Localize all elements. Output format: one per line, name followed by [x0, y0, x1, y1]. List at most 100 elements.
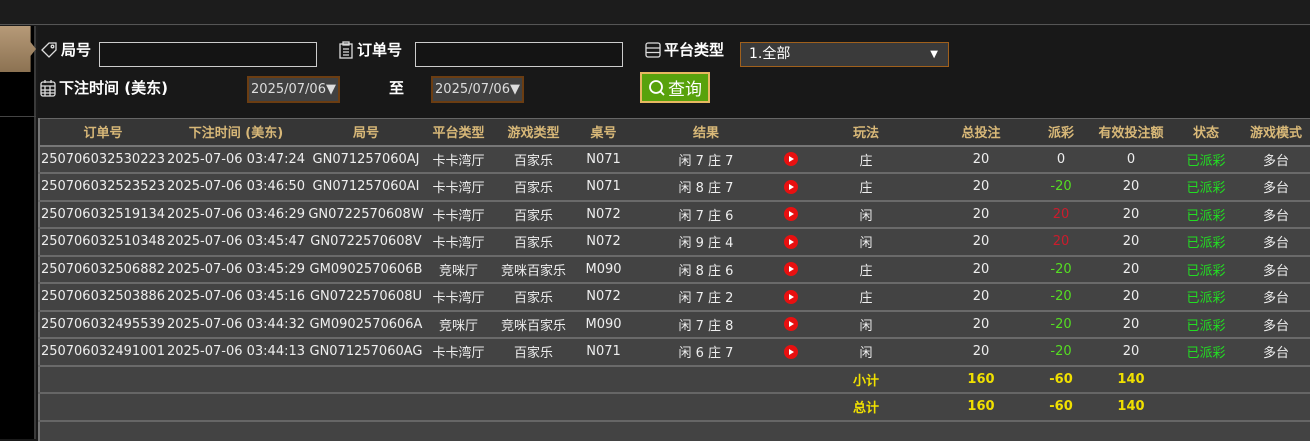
cell-total-bet: 20	[931, 200, 1031, 229]
column-header: 订单号	[39, 118, 166, 147]
empty-cell	[576, 365, 631, 394]
empty-cell	[576, 393, 631, 422]
empty-cell	[166, 393, 306, 422]
cell-table: M090	[576, 310, 631, 339]
cell-result: 闲 7 庄 6	[631, 200, 781, 229]
play-video-icon[interactable]	[784, 344, 798, 359]
cell-bet-type: 闲	[801, 228, 931, 257]
cell-round: GN0722570608V	[306, 228, 426, 257]
cell-bet-type: 闲	[801, 200, 931, 229]
cell-time: 2025-07-06 03:44:13	[166, 338, 306, 367]
column-header: 玩法	[801, 118, 931, 147]
to-label: 至	[389, 79, 405, 97]
cell-total-bet: 20	[931, 145, 1031, 174]
empty-cell	[781, 365, 801, 394]
cell-game: 百家乐	[491, 228, 576, 257]
empty-cell	[39, 393, 166, 422]
empty-cell	[491, 365, 576, 394]
cell-game: 百家乐	[491, 145, 576, 174]
cell-game: 竞咪百家乐	[491, 255, 576, 284]
cell-payout: -20	[1031, 338, 1091, 367]
query-button[interactable]: 查询	[640, 72, 710, 103]
clipboard-icon	[339, 40, 353, 59]
cell-mode: 多台	[1241, 200, 1310, 229]
cell-game: 百家乐	[491, 200, 576, 229]
date-to-picker[interactable]: 2025/07/06▼	[431, 76, 524, 103]
order-input[interactable]	[415, 42, 623, 67]
round-input[interactable]	[99, 42, 317, 67]
cell-order: 250706032519134	[39, 200, 166, 229]
empty-cell	[426, 420, 491, 441]
empty-cell	[306, 393, 426, 422]
chevron-down-icon: ▼	[930, 49, 938, 60]
cell-table: N071	[576, 173, 631, 202]
column-header: 结果	[631, 118, 781, 147]
empty-cell	[781, 393, 801, 422]
column-header: 桌号	[576, 118, 631, 147]
cell-game: 百家乐	[491, 173, 576, 202]
cell-table: N072	[576, 228, 631, 257]
list-icon	[645, 41, 661, 58]
play-video-icon[interactable]	[784, 289, 798, 304]
empty-cell	[1091, 420, 1171, 441]
play-video-icon[interactable]	[784, 234, 798, 249]
empty-cell	[1241, 365, 1310, 394]
cell-round: GN071257060AG	[306, 338, 426, 367]
cell-order: 250706032503886	[39, 283, 166, 312]
column-header: 总投注	[931, 118, 1031, 147]
empty-cell	[491, 420, 576, 441]
column-header: 派彩	[1031, 118, 1091, 147]
cell-result: 闲 8 庄 7	[631, 173, 781, 202]
column-header: 平台类型	[426, 118, 491, 147]
cell-payout: -20	[1031, 283, 1091, 312]
search-icon	[649, 79, 665, 96]
cell-total-bet: 20	[931, 228, 1031, 257]
platform-label: 平台类型	[645, 39, 724, 60]
cell-total-bet: 20	[931, 310, 1031, 339]
cell-valid-bet: 20	[1091, 255, 1171, 284]
cell-mode: 多台	[1241, 283, 1310, 312]
column-header: 局号	[306, 118, 426, 147]
platform-select[interactable]: 1.全部 ▼	[740, 42, 949, 67]
left-sidebar	[0, 26, 36, 439]
order-label: 订单号	[338, 39, 402, 60]
subtotal-row: 小计 160 -60 140	[39, 365, 1310, 394]
empty-cell	[1171, 420, 1241, 441]
play-video-icon[interactable]	[784, 207, 798, 222]
cell-payout: -20	[1031, 310, 1091, 339]
column-header: 下注时间 (美东)	[166, 118, 306, 147]
video-cell	[781, 310, 801, 339]
video-cell	[781, 173, 801, 202]
empty-cell	[491, 393, 576, 422]
cell-time: 2025-07-06 03:46:29	[166, 200, 306, 229]
empty-cell	[166, 365, 306, 394]
cell-bet-type: 闲	[801, 310, 931, 339]
subtotal-total-bet: 160	[931, 365, 1031, 394]
empty-cell	[426, 393, 491, 422]
tag-icon	[41, 41, 57, 58]
date-from-picker[interactable]: 2025/07/06▼	[247, 76, 340, 103]
cell-payout: -20	[1031, 173, 1091, 202]
cell-payout: 20	[1031, 200, 1091, 229]
cell-time: 2025-07-06 03:45:47	[166, 228, 306, 257]
sidebar-active-tab[interactable]	[0, 26, 36, 72]
play-video-icon[interactable]	[784, 262, 798, 277]
play-video-icon[interactable]	[784, 152, 798, 167]
cell-mode: 多台	[1241, 255, 1310, 284]
play-video-icon[interactable]	[784, 317, 798, 332]
top-bar	[0, 0, 1310, 25]
column-header: 游戏模式	[1241, 118, 1310, 147]
cell-table: N071	[576, 145, 631, 174]
empty-cell	[781, 420, 801, 441]
video-cell	[781, 228, 801, 257]
cell-time: 2025-07-06 03:45:29	[166, 255, 306, 284]
cell-platform: 卡卡湾厅	[426, 283, 491, 312]
play-video-icon[interactable]	[784, 179, 798, 194]
cell-table: N072	[576, 200, 631, 229]
cell-order: 250706032510348	[39, 228, 166, 257]
empty-cell	[931, 420, 1031, 441]
cell-bet-type: 庄	[801, 283, 931, 312]
table-row: 250706032503886 2025-07-06 03:45:16 GN0722…	[39, 283, 1310, 312]
cell-round: GN071257060AJ	[306, 145, 426, 174]
video-cell	[781, 200, 801, 229]
